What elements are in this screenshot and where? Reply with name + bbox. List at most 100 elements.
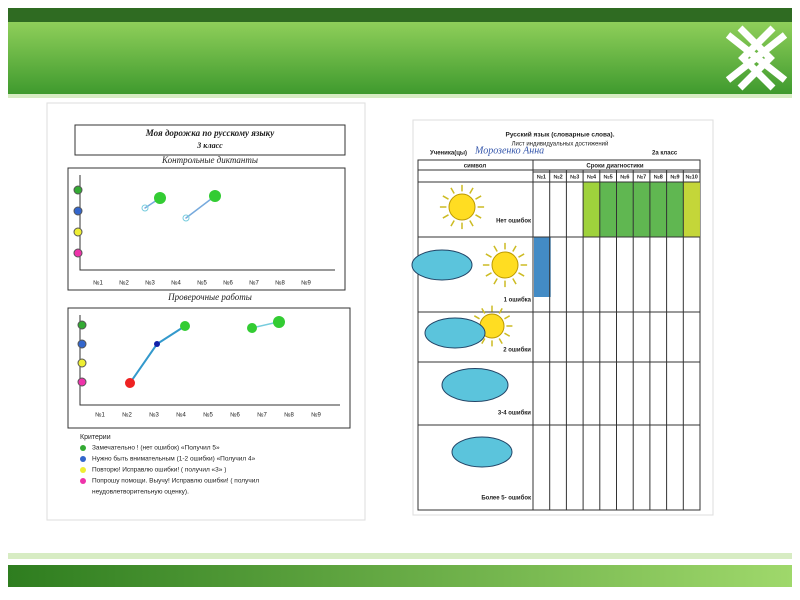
- sun-ray: [485, 253, 492, 258]
- row-label: 2 ошибки: [503, 347, 531, 354]
- cloud: [424, 317, 486, 349]
- footer-band: [8, 565, 792, 587]
- section-title: Контрольные диктанты: [161, 155, 258, 165]
- axis-label: №4: [176, 412, 186, 419]
- axis-label: №6: [230, 412, 240, 419]
- axis-label: №8: [275, 280, 285, 287]
- student-label: Ученика(цы): [430, 151, 467, 157]
- column-label: №3: [570, 174, 579, 180]
- sheet-title: Русский язык (словарные слова).: [505, 131, 614, 139]
- sun-ray: [469, 220, 474, 227]
- level-dot: [73, 248, 83, 258]
- footer-line: [8, 553, 792, 559]
- sun-ray: [504, 332, 511, 337]
- sun-ray: [481, 307, 486, 314]
- criteria-dot: [80, 445, 86, 451]
- logo: [725, 25, 788, 91]
- axis-label: №3: [145, 280, 155, 287]
- axis-label: №1: [93, 280, 103, 287]
- class-label: 2а класс: [652, 151, 678, 157]
- student-name: Морозенко Анна: [474, 145, 544, 156]
- sun-ray: [442, 195, 449, 200]
- column-label: №2: [553, 174, 562, 180]
- blue-fill: [534, 237, 551, 297]
- sun: [448, 193, 476, 221]
- level-dot: [77, 358, 87, 368]
- criteria-item: Нужно быть внимательным (1-2 ошибки) «По…: [92, 455, 256, 463]
- yellow-fill: [683, 182, 700, 237]
- cloud: [411, 249, 473, 281]
- column-label: №8: [654, 174, 663, 180]
- sun-ray: [450, 220, 455, 227]
- sun-ray: [498, 307, 503, 314]
- cloud: [441, 368, 509, 402]
- sheet-title: Моя дорожка по русскому языку: [145, 128, 275, 138]
- section-title: Проверочные работы: [167, 292, 252, 302]
- sun-ray: [493, 245, 498, 252]
- column-label: №7: [637, 174, 646, 180]
- sun-ray: [473, 315, 480, 320]
- axis-label: №8: [284, 412, 294, 419]
- sun-ray: [475, 214, 482, 219]
- row-label: Нет ошибок: [496, 218, 531, 225]
- top-bar: [8, 8, 792, 22]
- axis-label: №4: [171, 280, 181, 287]
- criteria-item: Попрошу помощи. Выучу! Исправлю ошибки! …: [92, 477, 259, 485]
- column-label: №5: [604, 174, 613, 180]
- axis-label: №2: [119, 280, 129, 287]
- axis-label: №2: [122, 412, 132, 419]
- row-label: 3-4 ошибки: [498, 410, 531, 417]
- level-dot: [77, 320, 87, 330]
- column-label: №10: [686, 174, 698, 180]
- sheet-subtitle: Лист индивидуальных достижений: [512, 141, 609, 148]
- criteria-item: Замечательно ! (нет ошибок) «Получил 5»: [92, 444, 220, 452]
- axis-label: №9: [311, 412, 321, 419]
- sun-ray: [469, 187, 474, 194]
- left-sheet: [46, 102, 366, 521]
- sun-ray: [518, 272, 525, 277]
- symbol-header: символ: [464, 164, 487, 170]
- column-label: №1: [537, 174, 546, 180]
- sun-ray: [442, 214, 449, 219]
- axis-label: №1: [95, 412, 105, 419]
- green-fill: [583, 182, 700, 237]
- criteria-dot: [80, 478, 86, 484]
- column-label: №9: [670, 174, 679, 180]
- sun-ray: [498, 338, 503, 345]
- criteria-dot: [80, 456, 86, 462]
- level-dot: [73, 185, 83, 195]
- row-label: Более 5- ошибок: [481, 495, 531, 502]
- column-label: №4: [587, 174, 597, 180]
- sun: [491, 251, 519, 279]
- sun-ray: [512, 245, 517, 252]
- row-label: 1 ошибка: [504, 297, 532, 304]
- sun-ray: [512, 278, 517, 285]
- criteria-item: неудовлетворительную оценку).: [92, 489, 189, 496]
- sun-ray: [493, 278, 498, 285]
- dates-header: Сроки диагностики: [586, 164, 644, 170]
- chart-box: [67, 167, 346, 291]
- sun-ray: [518, 253, 525, 258]
- sun-ray: [450, 187, 455, 194]
- criteria-dot: [80, 467, 86, 473]
- level-dot: [73, 227, 83, 237]
- axis-label: №3: [149, 412, 159, 419]
- level-dot: [77, 377, 87, 387]
- level-dot: [77, 339, 87, 349]
- header-band: [8, 22, 792, 94]
- header-line: [8, 94, 792, 98]
- axis-label: №6: [223, 280, 233, 287]
- sheet-grade: 3 класс: [196, 141, 223, 150]
- axis-label: №9: [301, 280, 311, 287]
- sun-ray: [504, 315, 511, 320]
- axis-label: №7: [249, 280, 259, 287]
- sun-ray: [475, 195, 482, 200]
- criteria-title: Критерии: [80, 434, 111, 441]
- hand-marks: [125, 190, 285, 388]
- axis-label: №5: [203, 412, 213, 419]
- sun-ray: [485, 272, 492, 277]
- yellow-fill: [583, 182, 600, 237]
- axis-label: №5: [197, 280, 207, 287]
- title-box: [74, 124, 346, 156]
